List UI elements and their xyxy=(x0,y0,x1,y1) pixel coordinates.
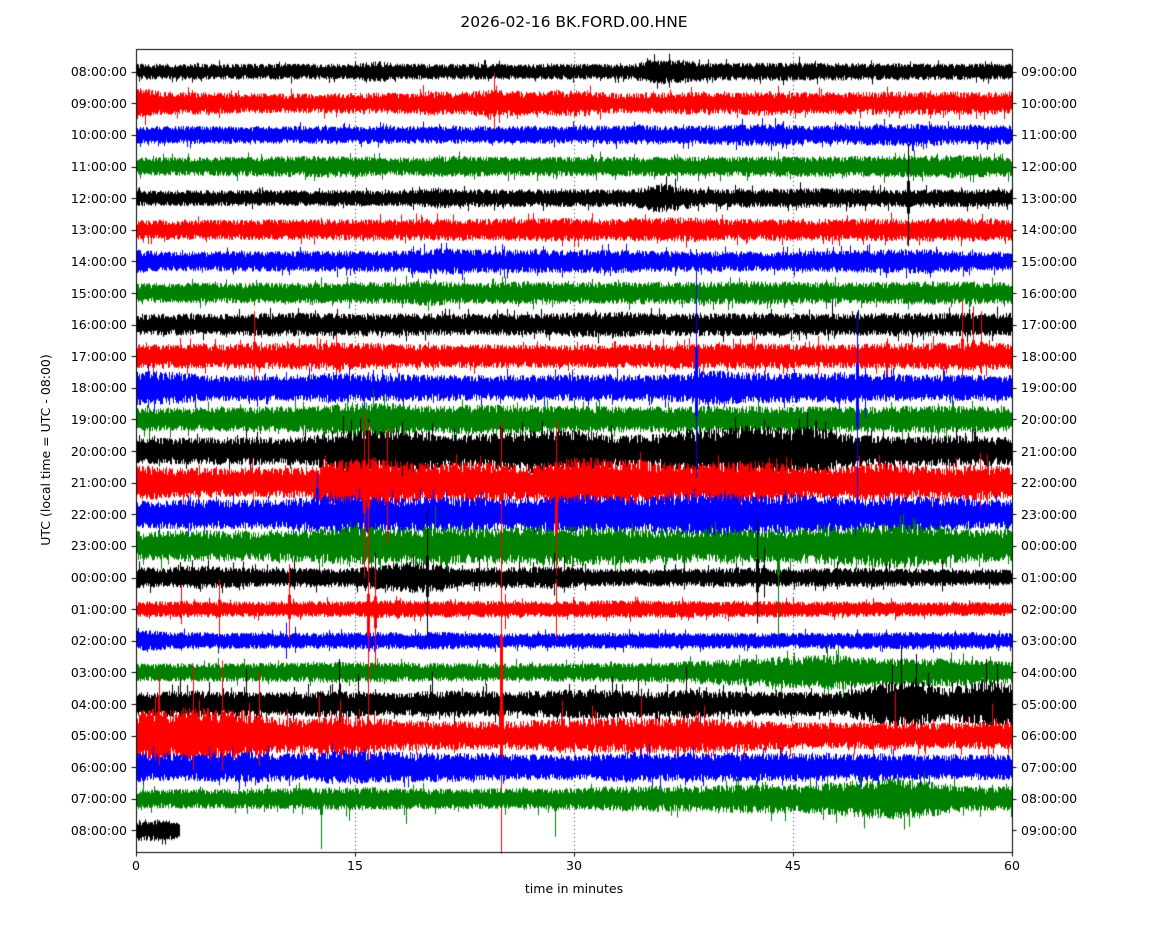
utc-tick-label: 11:00:00 xyxy=(70,159,127,175)
utc-tick-label: 04:00:00 xyxy=(70,696,127,712)
local-time-tick-label: 03:00:00 xyxy=(1021,633,1078,649)
plot-title: 2026-02-16 BK.FORD.00.HNE xyxy=(460,13,688,31)
utc-tick-label: 19:00:00 xyxy=(70,411,127,427)
utc-tick-label: 13:00:00 xyxy=(70,222,127,238)
local-time-tick-label: 08:00:00 xyxy=(1021,791,1078,807)
local-time-tick-label: 09:00:00 xyxy=(1021,64,1078,80)
utc-tick-label: 18:00:00 xyxy=(70,380,127,396)
utc-tick-label: 03:00:00 xyxy=(70,664,127,680)
utc-tick-label: 17:00:00 xyxy=(70,348,127,364)
local-time-tick-label: 16:00:00 xyxy=(1021,285,1078,301)
utc-tick-label: 14:00:00 xyxy=(70,253,127,269)
utc-tick-label: 01:00:00 xyxy=(70,601,127,617)
utc-tick-label: 20:00:00 xyxy=(70,443,127,459)
utc-tick-label: 08:00:00 xyxy=(70,822,127,838)
local-time-tick-label: 15:00:00 xyxy=(1021,253,1078,269)
x-tick-label: 30 xyxy=(566,858,582,873)
local-time-tick-label: 06:00:00 xyxy=(1021,728,1078,744)
local-time-tick-label: 20:00:00 xyxy=(1021,411,1078,427)
utc-tick-label: 08:00:00 xyxy=(70,64,127,80)
local-time-tick-label: 00:00:00 xyxy=(1021,538,1078,554)
local-time-tick-label: 23:00:00 xyxy=(1021,506,1078,522)
utc-tick-label: 22:00:00 xyxy=(70,506,127,522)
x-tick-label: 60 xyxy=(1004,858,1020,873)
local-time-tick-label: 18:00:00 xyxy=(1021,348,1078,364)
x-tick-label: 0 xyxy=(132,858,140,873)
utc-tick-label: 02:00:00 xyxy=(70,633,127,649)
local-time-tick-label: 07:00:00 xyxy=(1021,759,1078,775)
utc-tick-label: 07:00:00 xyxy=(70,791,127,807)
x-tick-label: 15 xyxy=(347,858,363,873)
local-time-tick-label: 04:00:00 xyxy=(1021,664,1078,680)
local-time-tick-label: 19:00:00 xyxy=(1021,380,1078,396)
utc-tick-label: 00:00:00 xyxy=(70,570,127,586)
local-time-tick-label: 09:00:00 xyxy=(1021,822,1078,838)
local-time-tick-label: 01:00:00 xyxy=(1021,570,1078,586)
x-axis-label: time in minutes xyxy=(524,881,624,896)
local-time-tick-label: 13:00:00 xyxy=(1021,190,1078,206)
local-time-tick-label: 11:00:00 xyxy=(1021,127,1078,143)
utc-tick-label: 05:00:00 xyxy=(70,728,127,744)
utc-tick-label: 21:00:00 xyxy=(70,475,127,491)
local-time-tick-label: 10:00:00 xyxy=(1021,95,1078,111)
x-tick-label: 45 xyxy=(785,858,801,873)
local-time-tick-label: 14:00:00 xyxy=(1021,222,1078,238)
utc-tick-label: 15:00:00 xyxy=(70,285,127,301)
local-time-tick-label: 02:00:00 xyxy=(1021,601,1078,617)
utc-tick-label: 09:00:00 xyxy=(70,95,127,111)
local-time-tick-label: 12:00:00 xyxy=(1021,159,1078,175)
utc-tick-label: 16:00:00 xyxy=(70,317,127,333)
local-time-tick-label: 21:00:00 xyxy=(1021,443,1078,459)
local-time-tick-label: 05:00:00 xyxy=(1021,696,1078,712)
utc-tick-label: 06:00:00 xyxy=(70,759,127,775)
utc-tick-label: 10:00:00 xyxy=(70,127,127,143)
utc-tick-label: 12:00:00 xyxy=(70,190,127,206)
local-time-tick-label: 22:00:00 xyxy=(1021,475,1078,491)
utc-tick-label: 23:00:00 xyxy=(70,538,127,554)
local-time-tick-label: 17:00:00 xyxy=(1021,317,1078,333)
